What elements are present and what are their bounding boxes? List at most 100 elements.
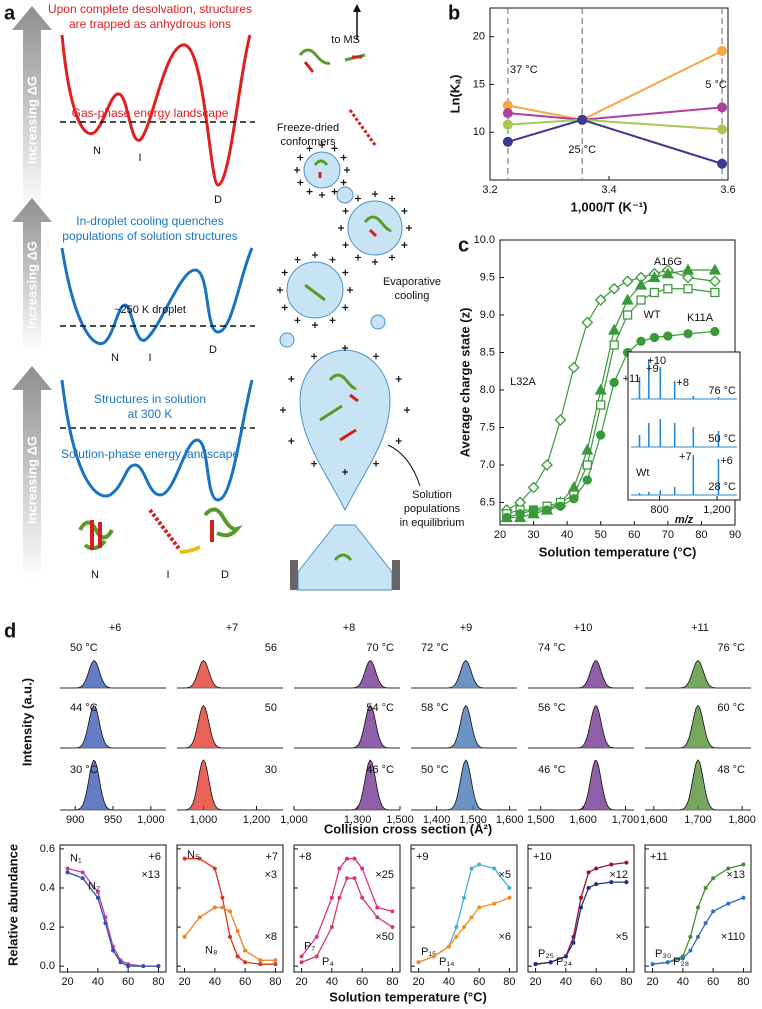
charge-mark (329, 256, 336, 263)
charge-mark (373, 353, 379, 360)
droplet (286, 261, 344, 319)
x-tick-label: 900 (66, 814, 84, 826)
gradient-arrow (12, 366, 52, 580)
capillary (290, 560, 298, 590)
x-tick-label: 1,800 (728, 814, 756, 826)
y-tick-label: 9.5 (480, 271, 495, 283)
point (462, 925, 466, 930)
droplets (277, 4, 412, 591)
point (548, 960, 553, 965)
droplet (279, 332, 295, 348)
x-tick-label: 80 (503, 976, 515, 988)
point (507, 895, 512, 900)
point (95, 895, 100, 900)
inset-frame (627, 351, 741, 501)
panel-letter: d (4, 620, 16, 642)
point (197, 915, 202, 920)
charge-mark (281, 304, 288, 311)
protein-sketch (298, 48, 393, 561)
y-tick-label: 0.6 (40, 843, 55, 855)
point (329, 895, 334, 900)
plot-frame (293, 844, 401, 973)
decoration (179, 545, 201, 554)
x-tick-label: 1,700 (612, 814, 640, 826)
annotation: 25 °C (568, 144, 596, 156)
point (594, 294, 607, 306)
x-tick-label: 60 (473, 976, 485, 988)
charge-mark (319, 142, 325, 148)
charge-mark (342, 469, 348, 475)
x-tick-label: 40 (209, 976, 221, 988)
plot-frame (410, 844, 518, 973)
point (111, 948, 115, 953)
point (648, 271, 661, 283)
point (469, 915, 474, 920)
x-tick-label: 1,500 (459, 814, 487, 826)
point (477, 905, 482, 910)
point (80, 870, 85, 875)
annotation: Freeze-dried (277, 122, 339, 134)
x-tick-label: 20 (178, 976, 190, 988)
charge-label: +9 (460, 622, 473, 634)
ccs-peak (528, 759, 634, 811)
point (710, 326, 720, 337)
multiplier: ×8 (264, 931, 277, 943)
charge-label: +6 (148, 851, 161, 863)
x-tick-label: 1,200 (703, 504, 731, 516)
gradient-arrow (12, 6, 52, 210)
point (609, 377, 619, 388)
x-tick-label: 20 (412, 976, 424, 988)
x-tick-label: 3.4 (601, 184, 616, 196)
inset-x-label: m/z (675, 514, 694, 526)
temperature-label: 74 °C (538, 642, 566, 654)
temperature-label: 30 (265, 764, 277, 776)
charge-mark (311, 353, 317, 360)
multiplier: ×12 (609, 869, 628, 881)
charge-mark (355, 254, 361, 261)
y-axis-label: Ln(Kₐ) (447, 75, 462, 114)
charge-mark (338, 225, 344, 231)
x-tick-label: 80 (269, 976, 281, 988)
x-tick-label: 80 (620, 976, 632, 988)
point (502, 100, 513, 111)
state-label: D (221, 569, 229, 581)
ccs-peak (645, 704, 751, 749)
point (624, 880, 629, 885)
series-label: K11A (687, 312, 714, 324)
plot-frame (59, 844, 167, 973)
energy-curve (60, 379, 254, 502)
decoration (304, 159, 393, 561)
x-tick-label: 40 (561, 529, 573, 541)
decoration (78, 520, 114, 551)
protein-sketch (78, 507, 243, 554)
charge-label: +7 (226, 622, 239, 634)
annotation: cooling (395, 290, 430, 302)
point (596, 430, 606, 440)
point (683, 284, 693, 294)
charge-mark (406, 225, 412, 231)
charge-mark (297, 179, 304, 186)
x-tick-label: 40 (677, 976, 689, 988)
ccs-peak (645, 659, 751, 689)
point (273, 962, 278, 967)
point (582, 475, 592, 485)
peak-label: +9 (646, 363, 659, 375)
x-tick-label: 30 (527, 529, 539, 541)
x-tick-label: 70 (662, 529, 674, 541)
point (579, 905, 583, 910)
point (375, 915, 380, 920)
point (542, 505, 552, 515)
plot-frame (176, 844, 284, 973)
point (621, 293, 634, 305)
point (375, 905, 380, 910)
point (337, 866, 342, 871)
point (609, 880, 614, 885)
point (541, 459, 553, 471)
state-label: I (138, 152, 141, 164)
point (680, 956, 685, 961)
temperature-label: 44 °C (70, 702, 98, 714)
gradient-arrow (12, 198, 52, 352)
series-label: P₁₄ (439, 956, 455, 968)
temperature-label: 48 °C (717, 764, 745, 776)
